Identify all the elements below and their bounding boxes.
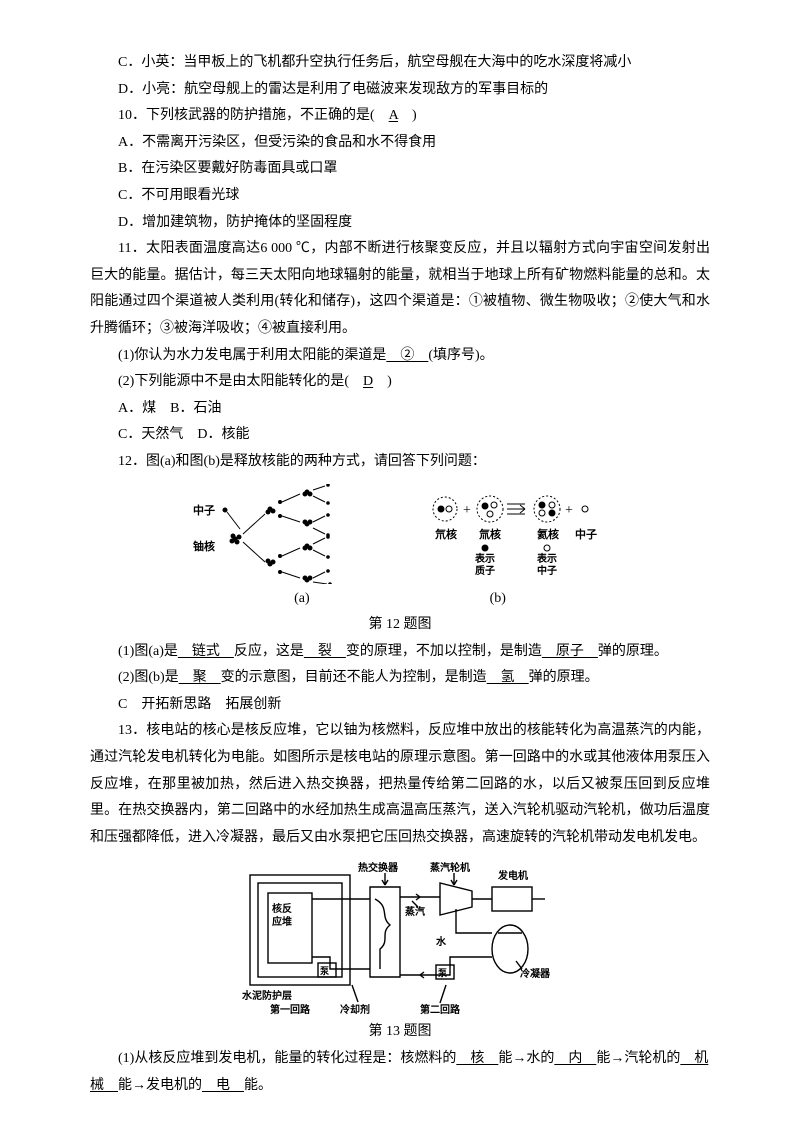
q12-caption-row: (a) (b) <box>90 586 710 613</box>
q12-cap-b: (b) <box>490 586 506 613</box>
q10-answer: A <box>389 108 398 123</box>
q11-paragraph: 11．太阳表面温度高达6 000 ℃，内部不断进行核聚变反应，并且以辐射方式向宇… <box>90 236 710 342</box>
q13-paragraph: 13．核电站的核心是核反应堆，它以铀为核燃料，反应堆中放出的核能转化为高温蒸汽的… <box>90 718 710 851</box>
q11-sub1-b: (填序号)。 <box>428 348 493 363</box>
q11-sub2-a: (2)下列能源中不是由太阳能转化的是( <box>118 374 363 389</box>
q13-sub1: (1)从核反应堆到发电机，能量的转化过程是：核燃料的 核 能→水的 内 能→汽轮… <box>90 1046 710 1099</box>
svg-text:泵: 泵 <box>438 968 448 978</box>
q11-sub1-a: (1)你认为水力发电属于利用太阳能的渠道是 <box>118 348 386 363</box>
svg-text:第一回路: 第一回路 <box>270 1003 311 1016</box>
svg-text:应堆: 应堆 <box>272 915 292 928</box>
svg-text:质子: 质子 <box>475 564 495 577</box>
q11-options-ab: A．煤 B．石油 <box>90 396 710 423</box>
svg-text:中子: 中子 <box>537 564 557 577</box>
q13-figure-wrap: 核反 应堆 水泥防护层 第一回路 泵 冷却剂 热交换器 <box>90 857 710 1017</box>
label-deuterium: 氘核 <box>435 527 457 541</box>
svg-text:热交换器: 热交换器 <box>358 861 399 874</box>
q11-sub1: (1)你认为水力发电属于利用太阳能的渠道是 ② (填序号)。 <box>90 343 710 370</box>
svg-text:蒸汽轮机: 蒸汽轮机 <box>430 861 470 874</box>
section-c-heading: C 开拓新思路 拓展创新 <box>90 692 710 719</box>
q10-stem-b: ) <box>398 108 417 123</box>
q12-stem: 12．图(a)和图(b)是释放核能的两种方式，请回答下列问题： <box>90 449 710 476</box>
q12-sub2: (2)图(b)是 聚 变的示意图，目前还不能人为控制，是制造 氢 弹的原理。 <box>90 665 710 692</box>
svg-text:核反: 核反 <box>272 902 292 915</box>
svg-text:冷凝器: 冷凝器 <box>520 967 551 980</box>
q10-stem: 10．下列核武器的防护措施，不正确的是( A ) <box>90 103 710 130</box>
q13-figure: 核反 应堆 水泥防护层 第一回路 泵 冷却剂 热交换器 <box>240 857 560 1017</box>
q11-sub2-b: ) <box>373 374 392 389</box>
svg-text:水: 水 <box>435 935 447 948</box>
label-neutron-out: 中子 <box>575 527 597 541</box>
svg-text:泵: 泵 <box>320 966 330 976</box>
q9-option-d: D．小亮：航空母舰上的雷达是利用了电磁波来发现敌方的军事目标的 <box>90 77 710 104</box>
q10-option-b: B．在污染区要戴好防毒面具或口罩 <box>90 156 710 183</box>
q12-title: 第 12 题图 <box>90 612 710 639</box>
svg-text:水泥防护层: 水泥防护层 <box>241 989 292 1002</box>
label-tritium: 氚核 <box>479 527 501 541</box>
q11-sub2: (2)下列能源中不是由太阳能转化的是( D ) <box>90 369 710 396</box>
q10-option-c: C．不可用眼看光球 <box>90 183 710 210</box>
label-helium: 氦核 <box>537 527 559 541</box>
q13-title: 第 13 题图 <box>90 1019 710 1046</box>
q12-figure-row: 中子 铀核 <box>90 484 710 584</box>
svg-text:+: + <box>565 503 573 518</box>
q12-figure-a: 中子 铀核 <box>185 484 355 584</box>
q10-stem-a: 10．下列核武器的防护措施，不正确的是( <box>118 108 389 123</box>
svg-text:表示: 表示 <box>474 552 495 565</box>
svg-text:表示: 表示 <box>536 552 557 565</box>
label-neutron: 中子 <box>193 503 215 517</box>
q12-cap-a: (a) <box>294 586 310 613</box>
q10-option-a: A．不需离开污染区，但受污染的食品和水不得食用 <box>90 130 710 157</box>
svg-text:蒸汽: 蒸汽 <box>405 905 425 918</box>
q11-sub1-ans: ② <box>386 348 428 363</box>
q11-options-cd: C．天然气 D．核能 <box>90 422 710 449</box>
q10-option-d: D．增加建筑物，防护掩体的坚固程度 <box>90 210 710 237</box>
svg-text:冷却剂: 冷却剂 <box>340 1003 370 1016</box>
document-page: C．小英：当甲板上的飞机都升空执行任务后，航空母舰在大海中的吃水深度将减小 D．… <box>0 0 800 1139</box>
label-u-nucleus: 铀核 <box>193 539 215 553</box>
svg-text:+: + <box>463 503 471 518</box>
svg-text:发电机: 发电机 <box>497 869 528 882</box>
q9-option-c: C．小英：当甲板上的飞机都升空执行任务后，航空母舰在大海中的吃水深度将减小 <box>90 50 710 77</box>
q12-sub1: (1)图(a)是 链式 反应，这是 裂 变的原理，不加以控制，是制造 原子 弹的… <box>90 639 710 666</box>
q12-figure-b: 氘核 + 氚核 表示 质子 氦核 <box>425 484 615 584</box>
svg-text:第二回路: 第二回路 <box>420 1003 461 1016</box>
q11-sub2-ans: D <box>363 374 373 389</box>
